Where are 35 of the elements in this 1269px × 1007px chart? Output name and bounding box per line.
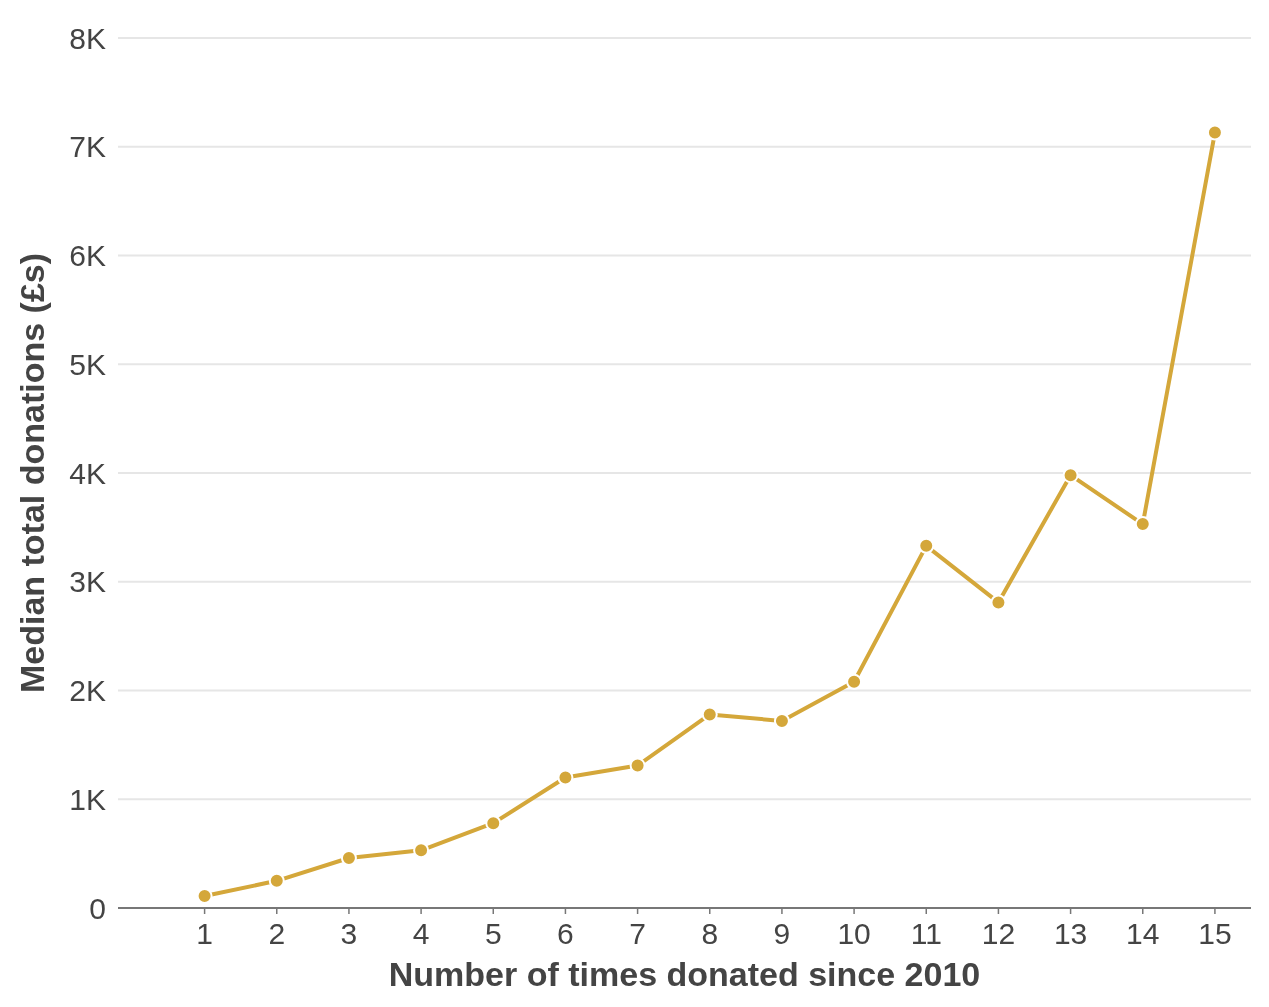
x-tick-label: 12 — [981, 917, 1016, 950]
x-tick-label: 3 — [340, 917, 358, 950]
x-tick-label: 9 — [773, 917, 791, 950]
x-tick-label: 4 — [412, 917, 430, 950]
y-tick-label: 1K — [69, 782, 106, 816]
x-tick-label: 6 — [557, 917, 574, 950]
x-tick-label: 1 — [196, 917, 213, 950]
x-tick-label: 10 — [837, 917, 871, 950]
y-tick-label: 8K — [69, 21, 106, 55]
point — [701, 706, 718, 723]
point — [629, 757, 646, 774]
y-tick-label: 2K — [69, 674, 106, 707]
x-tick-label: 15 — [1198, 917, 1232, 950]
y-tick-label: 6K — [69, 239, 106, 272]
y-tick-label: 4K — [69, 456, 106, 490]
y-tick-label: 5K — [69, 347, 106, 381]
x-tick-label: 5 — [484, 917, 502, 950]
y-tick-label: 3K — [69, 565, 106, 599]
x-tick-label: 11 — [910, 917, 942, 950]
y-tick-label: 0 — [89, 891, 106, 925]
point — [1062, 467, 1079, 484]
x-tick-label: 8 — [701, 917, 719, 950]
x-tick-label: 13 — [1053, 917, 1088, 950]
y-tick-label: 7K — [69, 130, 106, 164]
x-tick-label: 7 — [629, 917, 646, 950]
point — [557, 769, 574, 786]
x-tick-label: 2 — [268, 917, 286, 950]
point — [268, 872, 285, 889]
point — [918, 537, 935, 554]
x-axis-title: Number of times donated since 2010 — [388, 955, 981, 993]
point — [413, 842, 430, 859]
point — [990, 594, 1007, 611]
point — [485, 815, 502, 832]
x-tick-label: 14 — [1126, 917, 1160, 950]
y-axis-title: Median total donations (£s) — [13, 252, 51, 694]
